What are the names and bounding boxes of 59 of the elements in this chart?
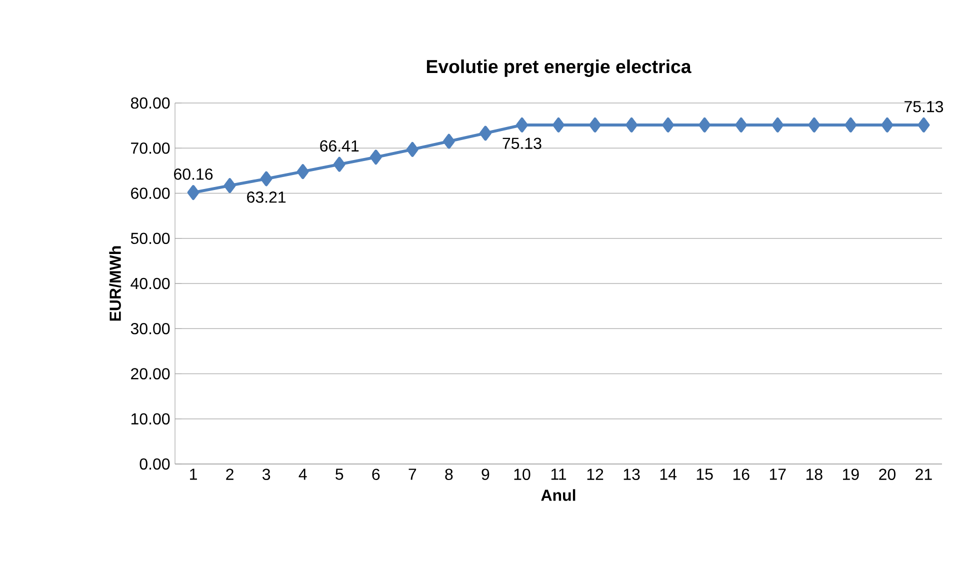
point: [370, 150, 382, 165]
y-tick-label: 60.00: [131, 188, 170, 199]
x-tick-label: 3: [262, 468, 270, 480]
x-tick-label: 17: [770, 468, 786, 480]
y-tick-label: 80.00: [130, 97, 170, 109]
point: [479, 126, 492, 141]
point: [662, 118, 674, 132]
point: [808, 118, 820, 132]
x-tick-label: 14: [660, 468, 676, 480]
x-tick-label: 12: [587, 468, 604, 480]
point: [552, 118, 564, 132]
point: [881, 118, 894, 132]
x-tick-label: 9: [482, 468, 490, 480]
x-tick-label: 1: [190, 468, 197, 480]
data-label: 75.13: [502, 138, 542, 150]
point: [296, 164, 309, 180]
point: [224, 178, 236, 194]
point: [442, 134, 455, 149]
y-tick-label: 30.00: [130, 322, 170, 334]
point: [187, 185, 200, 200]
point: [772, 118, 784, 132]
y-tick-label: 50.00: [130, 232, 170, 244]
chart-title: Evolutie pret energie electrica: [426, 59, 692, 77]
x-tick-label: 20: [879, 468, 896, 480]
y-tick-label: 10.00: [131, 413, 170, 425]
x-tick-label: 8: [445, 468, 453, 480]
point: [406, 142, 418, 157]
point: [698, 118, 711, 132]
x-tick-label: 6: [372, 468, 380, 480]
point: [844, 118, 857, 132]
x-tick-label: 10: [514, 468, 530, 480]
point: [260, 171, 272, 186]
x-tick-label: 4: [298, 468, 307, 480]
y-tick-label: 0.00: [140, 458, 170, 470]
point: [516, 118, 528, 132]
x-tick-label: 16: [733, 468, 750, 480]
x-tick-label: 15: [696, 468, 713, 480]
point: [626, 118, 638, 132]
x-tick-label: 11: [551, 468, 566, 480]
x-tick-label: 21: [916, 468, 932, 480]
point: [589, 118, 601, 132]
x-tick-label: 13: [624, 468, 640, 480]
data-label: 63.21: [247, 191, 286, 203]
point: [918, 118, 930, 132]
point: [735, 118, 748, 132]
x-tick-label: 2: [226, 468, 234, 480]
y-axis-title: EUR/MWh: [109, 246, 122, 321]
data-label: 60.16: [174, 168, 213, 180]
x-axis-title: Anul: [541, 489, 576, 501]
x-tick-label: 19: [843, 468, 859, 480]
data-label: 66.41: [320, 140, 359, 152]
data-label: 75.13: [904, 100, 944, 112]
point: [333, 156, 346, 172]
x-tick-label: 7: [408, 468, 416, 480]
y-tick-label: 40.00: [130, 278, 170, 290]
x-tick-label: 18: [806, 468, 822, 480]
y-tick-label: 70.00: [131, 142, 170, 154]
x-tick-label: 5: [336, 468, 344, 480]
y-tick-label: 20.00: [131, 368, 170, 380]
